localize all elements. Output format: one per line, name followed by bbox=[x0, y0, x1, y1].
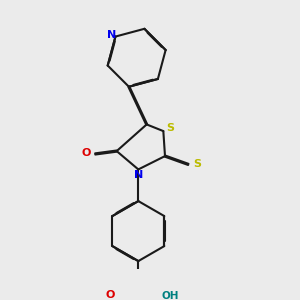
Text: N: N bbox=[134, 170, 143, 180]
Text: O: O bbox=[106, 290, 116, 300]
Text: S: S bbox=[167, 123, 175, 134]
Text: S: S bbox=[194, 159, 202, 170]
Text: OH: OH bbox=[161, 291, 179, 300]
Text: O: O bbox=[81, 148, 91, 158]
Text: N: N bbox=[107, 30, 116, 40]
